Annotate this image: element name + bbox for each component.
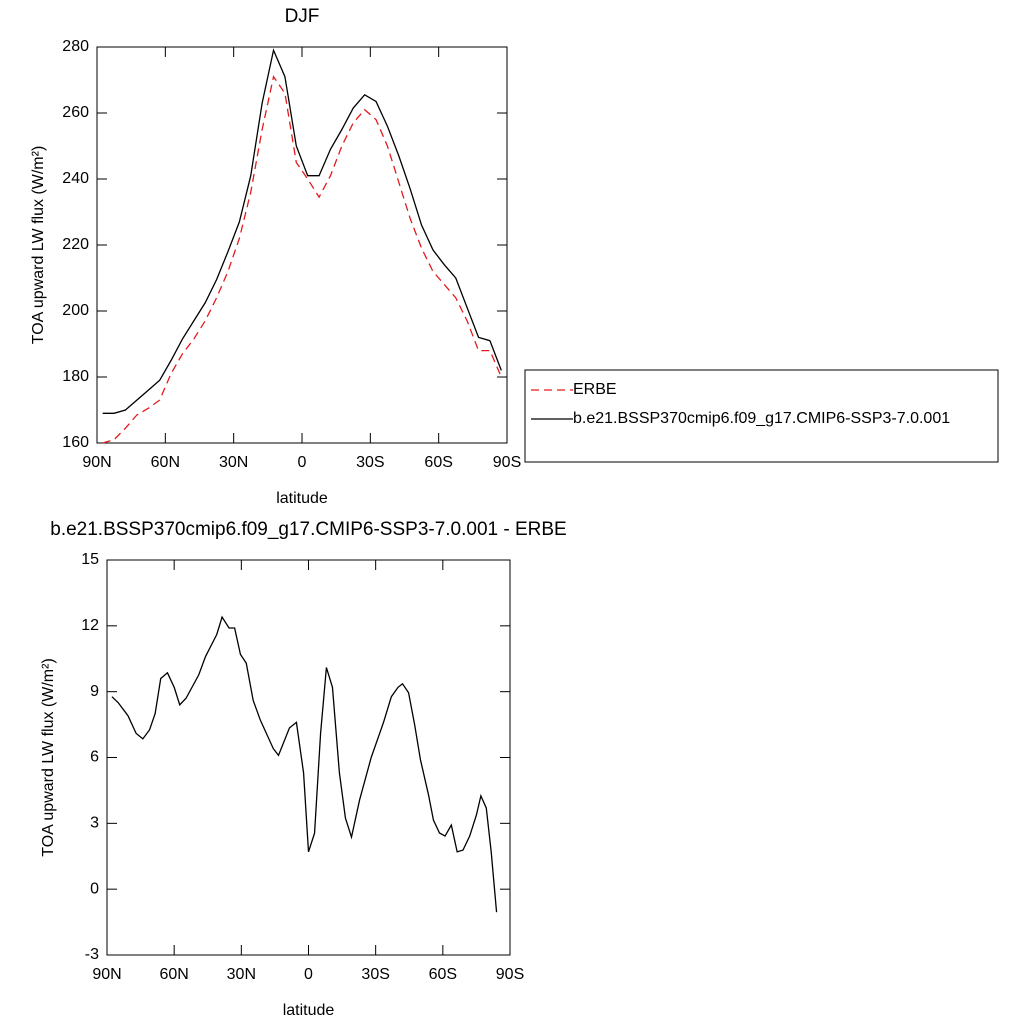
x-tick-label: 90N	[82, 454, 111, 471]
x-tick-label: 30N	[227, 966, 256, 983]
x-tick-label: 90S	[496, 966, 524, 983]
y-tick-label: 6	[90, 749, 99, 766]
data-line	[102, 48, 502, 414]
x-tick-label: 60N	[159, 966, 188, 983]
y-tick-label: -3	[85, 946, 99, 963]
y-tick-label: 160	[62, 434, 89, 451]
y-tick-label: 280	[62, 38, 89, 55]
y-tick-label: 9	[90, 683, 99, 700]
x-tick-label: 60N	[151, 454, 180, 471]
x-axis-label: latitude	[276, 490, 328, 507]
data-line	[111, 615, 498, 913]
y-tick-label: 180	[62, 368, 89, 385]
y-tick-label: 200	[62, 302, 89, 319]
data-line	[102, 75, 502, 444]
legend-label: b.e21.BSSP370cmip6.f09_g17.CMIP6-SSP3-7.…	[573, 410, 950, 427]
y-tick-label: 260	[62, 104, 89, 121]
x-tick-label: 30S	[361, 966, 389, 983]
plot-frame	[106, 559, 511, 956]
x-tick-label: 0	[304, 966, 313, 983]
y-tick-label: 3	[90, 815, 99, 832]
y-tick-label: 15	[81, 551, 99, 568]
y-tick-label: 0	[90, 880, 99, 897]
legend-label: ERBE	[573, 381, 617, 398]
y-tick-label: 240	[62, 170, 89, 187]
y-tick-label: 220	[62, 236, 89, 253]
x-tick-label: 60S	[424, 454, 452, 471]
legend-box	[524, 369, 999, 463]
chart-title: b.e21.BSSP370cmip6.f09_g17.CMIP6-SSP3-7.…	[50, 519, 566, 540]
x-tick-label: 30S	[356, 454, 384, 471]
plot-frame	[96, 46, 508, 444]
x-tick-label: 0	[298, 454, 307, 471]
x-axis-label: latitude	[283, 1002, 335, 1019]
y-tick-label: 12	[81, 617, 99, 634]
y-axis-label: TOA upward LW flux (W/m²)	[40, 658, 57, 857]
x-tick-label: 90S	[493, 454, 521, 471]
y-axis-label: TOA upward LW flux (W/m²)	[30, 146, 47, 345]
x-tick-label: 90N	[92, 966, 121, 983]
x-tick-label: 30N	[219, 454, 248, 471]
x-tick-label: 60S	[429, 966, 457, 983]
chart-title: DJF	[285, 6, 320, 27]
